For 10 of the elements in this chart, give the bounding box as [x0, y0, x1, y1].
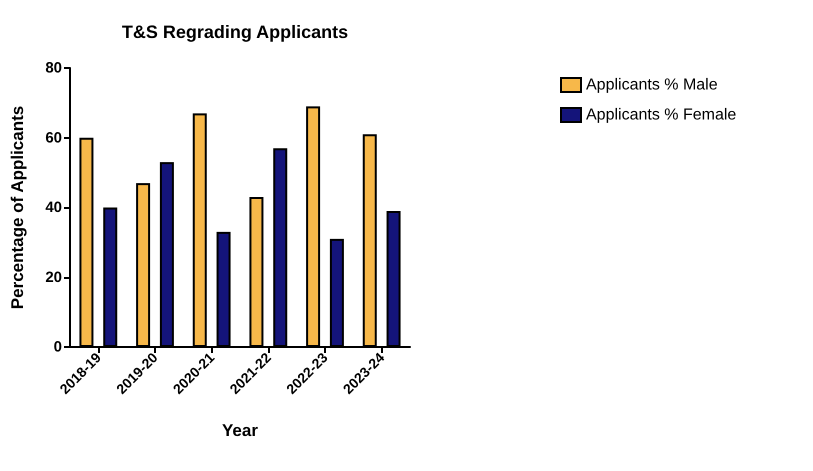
legend-label: Applicants % Female: [586, 106, 736, 124]
y-tick-label: 60: [45, 129, 62, 146]
y-tick-label: 20: [45, 268, 62, 286]
y-tick-label: 80: [45, 60, 62, 76]
legend-label: Applicants % Male: [586, 76, 718, 94]
chart-title: T&S Regrading Applicants: [122, 22, 348, 42]
x-axis-title: Year: [222, 421, 258, 440]
y-tick-label: 0: [54, 338, 62, 356]
y-axis-title: Percentage of Applicants: [8, 106, 27, 310]
y-tick-label: 40: [45, 199, 62, 216]
